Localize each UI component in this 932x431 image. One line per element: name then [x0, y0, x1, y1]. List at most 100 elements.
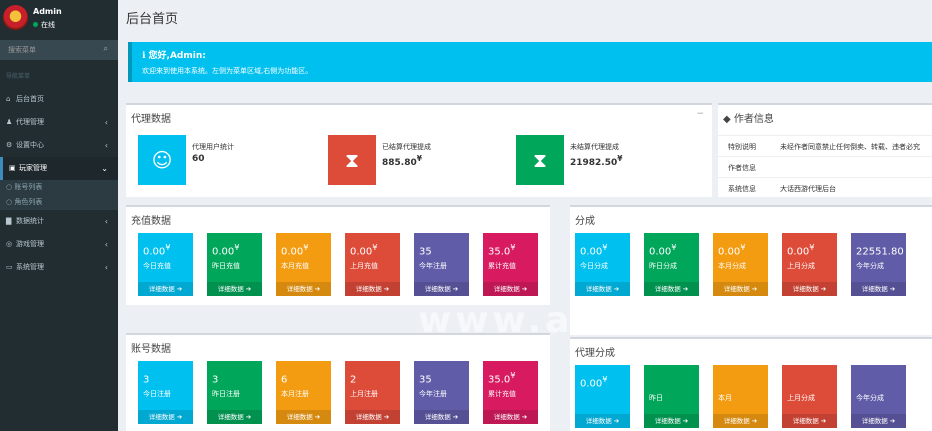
stat-label: 本月 — [718, 394, 732, 402]
callout-desc: 欢迎来到使用本系统。左侧为菜单区域,右侧为功能区。 — [142, 67, 313, 75]
stat-tile: 今年分成 详细数据 ➔ — [851, 365, 906, 428]
info-row: 作者信息 — [718, 156, 932, 177]
details-link[interactable]: 详细数据 ➔ — [782, 282, 837, 296]
welcome-callout: ℹ 您好,Admin: 欢迎来到使用本系统。左侧为菜单区域,右侧为功能区。 — [128, 42, 932, 82]
unit: ¥ — [372, 242, 378, 252]
user-status: 在线 — [33, 20, 55, 30]
details-link[interactable]: 详细数据 ➔ — [414, 410, 469, 424]
sidebar-item-label: 玩家管理 — [19, 164, 47, 172]
details-link[interactable]: 详细数据 ➔ — [483, 282, 538, 296]
value: 0.00 — [143, 246, 166, 258]
info-value: 60 — [192, 154, 205, 164]
value: 22551.80 — [856, 246, 904, 258]
hourglass-icon: ⧗ — [328, 135, 376, 185]
sidebar-item-stats[interactable]: ▇ 数据统计 ‹ — [0, 210, 118, 233]
stat-value: 6 — [281, 370, 287, 385]
sidebar-item-system[interactable]: ▭ 系统管理 ‹ — [0, 256, 118, 279]
box-title-text: 作者信息 — [733, 114, 774, 125]
unit: ¥ — [165, 242, 171, 252]
box-title: 代理分成 — [575, 348, 615, 359]
stat-label: 昨日分成 — [649, 262, 677, 270]
details-link[interactable]: 详细数据 ➔ — [138, 282, 193, 296]
sidebar-item-settings[interactable]: ⚙ 设置中心 ‹ — [0, 134, 118, 157]
details-link[interactable]: 详细数据 ➔ — [644, 414, 699, 428]
account-data-box: 账号数据 3 今日注册 详细数据 ➔ 3 昨日注册 详细数据 ➔ 6 本月注册 详细数据 ➔ 2 上… — [126, 333, 550, 431]
info-row: 系统信息 大话西游代理后台 — [718, 177, 932, 198]
details-link[interactable]: 详细数据 ➔ — [345, 282, 400, 296]
details-link[interactable]: 详细数据 ➔ — [713, 282, 768, 296]
stat-label: 上月充值 — [350, 262, 378, 270]
details-link[interactable]: 详细数据 ➔ — [276, 282, 331, 296]
author-info-box: ◆ 作者信息 特别说明 未经作者同意禁止任何倒卖、转载、违者必究 作者信息 系统信… — [718, 103, 932, 197]
unit: ¥ — [416, 154, 422, 163]
box-title: 分成 — [575, 216, 595, 227]
stat-tile: 上月分成 详细数据 ➔ — [782, 365, 837, 428]
details-link[interactable]: 详细数据 ➔ — [713, 414, 768, 428]
info-label: 代理用户统计 — [192, 143, 234, 151]
sidebar-submenu: ○ 账号列表 ○ 角色列表 — [0, 180, 118, 210]
stat-label: 昨日充值 — [212, 262, 240, 270]
value: 2 — [350, 374, 357, 386]
sidebar-item-agent[interactable]: ♟ 代理管理 ‹ — [0, 111, 118, 134]
chevron-left-icon: ‹ — [104, 263, 108, 272]
stat-tile: 0.00¥ 今日充值 详细数据 ➔ — [138, 233, 193, 296]
details-link[interactable]: 详细数据 ➔ — [138, 410, 193, 424]
details-link[interactable]: 详细数据 ➔ — [851, 282, 906, 296]
value: 0.00 — [718, 246, 741, 258]
info-key: 作者信息 — [728, 164, 756, 172]
info-row: 特别说明 未经作者同意禁止任何倒卖、转载、违者必究 — [718, 135, 932, 156]
unit: ¥ — [602, 242, 608, 252]
share-data-box: 分成 0.00¥ 今日分成 详细数据 ➔ 0.00¥ 昨日分成 详细数据 ➔ 0.00¥ 本月… — [570, 205, 932, 335]
stat-value: 0.00¥ — [649, 242, 677, 257]
sidebar-search[interactable]: 搜索菜单 ⌕ — [0, 40, 118, 60]
details-link[interactable]: 详细数据 ➔ — [276, 410, 331, 424]
details-link[interactable]: 详细数据 ➔ — [575, 282, 630, 296]
stat-label: 昨日注册 — [212, 390, 240, 398]
stat-tile: 0.00¥ 昨日充值 详细数据 ➔ — [207, 233, 262, 296]
stat-label: 本月注册 — [281, 390, 309, 398]
unit: ¥ — [510, 242, 516, 252]
stat-value: 0.00¥ — [580, 242, 608, 257]
details-link[interactable]: 详细数据 ➔ — [345, 410, 400, 424]
value: 0.00 — [281, 246, 304, 258]
sidebar-subitem-roles[interactable]: ○ 角色列表 — [6, 198, 43, 206]
stat-tile: 35 今年注册 详细数据 ➔ — [414, 361, 469, 424]
details-link[interactable]: 详细数据 ➔ — [575, 414, 630, 428]
settled-commission-infobox: ⧗ 已结算代理提成 885.80¥ — [328, 135, 518, 185]
details-link[interactable]: 详细数据 ➔ — [782, 414, 837, 428]
details-link[interactable]: 详细数据 ➔ — [644, 282, 699, 296]
details-link[interactable]: 详细数据 ➔ — [414, 282, 469, 296]
info-label: 未结算代理提成 — [570, 143, 619, 151]
sidebar-item-home[interactable]: ⌂ 后台首页 — [0, 88, 118, 111]
sidebar-subitem-label: 角色列表 — [14, 198, 43, 206]
sidebar-subitem-accounts[interactable]: ○ 账号列表 — [6, 183, 43, 191]
sidebar-item-label: 游戏管理 — [16, 240, 44, 248]
details-link[interactable]: 详细数据 ➔ — [207, 410, 262, 424]
avatar[interactable] — [3, 5, 28, 30]
unit: ¥ — [617, 154, 623, 163]
stat-tile: 0.00¥ 详细数据 ➔ — [575, 365, 630, 428]
details-link[interactable]: 详细数据 ➔ — [207, 282, 262, 296]
chevron-left-icon: ‹ — [104, 141, 108, 150]
details-link[interactable]: 详细数据 ➔ — [483, 410, 538, 424]
stat-value: 2 — [350, 370, 356, 385]
stat-tile: 2 上月注册 详细数据 ➔ — [345, 361, 400, 424]
unit: ¥ — [809, 242, 815, 252]
search-icon[interactable]: ⌕ — [103, 44, 108, 53]
stat-value: 0.00¥ — [350, 242, 378, 257]
stat-tile: 3 昨日注册 详细数据 ➔ — [207, 361, 262, 424]
user-name: Admin — [33, 7, 62, 16]
details-link[interactable]: 详细数据 ➔ — [851, 414, 906, 428]
info-key: 特别说明 — [728, 143, 756, 151]
unit: ¥ — [510, 370, 516, 380]
sidebar-item-games[interactable]: ◎ 游戏管理 ‹ — [0, 233, 118, 256]
stat-value: 0.00¥ — [787, 242, 815, 257]
value: 35.0 — [488, 246, 511, 258]
stat-value: 35.0¥ — [488, 370, 516, 385]
tag-icon: ◆ — [723, 114, 734, 125]
collapse-button[interactable]: − — [696, 109, 704, 119]
unit: ¥ — [303, 242, 309, 252]
search-input[interactable]: 搜索菜单 — [8, 46, 36, 54]
sidebar-item-players[interactable]: ▣ 玩家管理 ⌄ — [0, 157, 118, 180]
stat-value: 35 — [419, 370, 432, 385]
